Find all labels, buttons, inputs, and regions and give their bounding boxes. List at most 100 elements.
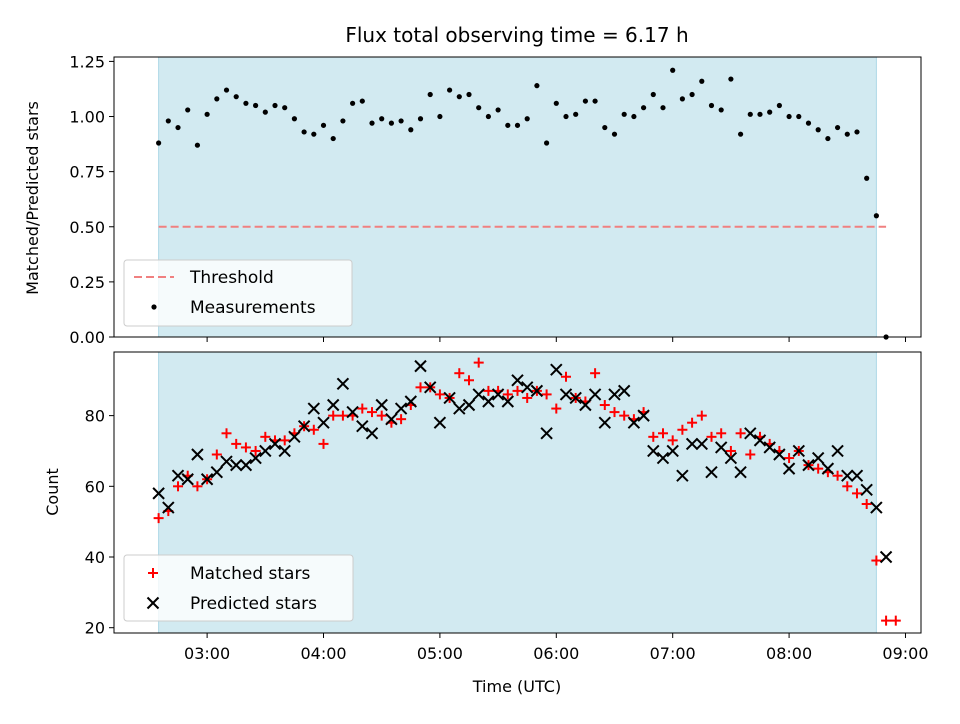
matched-star-point bbox=[231, 438, 242, 449]
predicted-star-point-b bbox=[327, 398, 340, 412]
predicted-star-point bbox=[462, 398, 476, 412]
top-axes-frame bbox=[113, 56, 922, 338]
x-tick-label: 06:00 bbox=[533, 644, 579, 663]
predicted-star-point bbox=[317, 416, 330, 429]
predicted-star-point-b bbox=[394, 402, 408, 415]
predicted-star-point bbox=[453, 402, 466, 415]
predicted-star-point-b bbox=[511, 374, 524, 387]
x-tick-label: 03:00 bbox=[184, 644, 230, 663]
top-legend: Threshold Measurements bbox=[123, 259, 353, 327]
measurement-point bbox=[156, 140, 162, 146]
predicted-star-point bbox=[297, 420, 311, 433]
predicted-star-point-b bbox=[647, 444, 660, 458]
matched-star-point bbox=[735, 428, 746, 439]
measurement-point bbox=[864, 175, 870, 181]
predicted-star-point-b bbox=[744, 427, 757, 440]
matched-star-point bbox=[657, 428, 668, 439]
predicted-star-point bbox=[268, 437, 282, 451]
predicted-star-point bbox=[608, 388, 621, 401]
measurement-point bbox=[573, 111, 579, 117]
matched-star-point bbox=[221, 428, 232, 439]
matched-star-point bbox=[541, 389, 552, 400]
predicted-star-point bbox=[433, 416, 447, 429]
predicted-star-point bbox=[171, 469, 185, 482]
matched-star-point bbox=[842, 481, 853, 492]
predicted-star-point bbox=[394, 402, 408, 415]
predicted-star-point-b bbox=[385, 412, 398, 426]
predicted-star-point-b bbox=[879, 550, 893, 564]
predicted-star-point bbox=[472, 388, 485, 401]
predicted-star-point-b bbox=[268, 437, 282, 451]
predicted-star-point-b bbox=[763, 441, 776, 454]
predicted-star-point bbox=[278, 444, 291, 458]
measurement-point bbox=[737, 131, 744, 137]
predicted-star-point-b bbox=[705, 465, 718, 479]
predicted-star-point bbox=[802, 458, 815, 472]
legend-x-marker bbox=[146, 596, 160, 610]
predicted-star-point bbox=[792, 444, 805, 458]
predicted-star-point-b bbox=[414, 359, 427, 373]
predicted-star-point-b bbox=[792, 444, 805, 458]
predicted-star-point-b bbox=[550, 363, 563, 376]
measurement-point bbox=[466, 91, 472, 98]
predicted-star-point bbox=[841, 469, 854, 482]
bot-y-tick-label: 60 bbox=[85, 477, 105, 496]
predicted-star-point-b bbox=[491, 388, 505, 401]
bottom-legend-box bbox=[123, 554, 354, 622]
matched-star-point bbox=[667, 435, 678, 446]
predicted-stars-points bbox=[152, 359, 893, 564]
bottom-y-ticks: 20 40 60 80 bbox=[85, 407, 114, 638]
measurement-point bbox=[369, 120, 375, 126]
matched-star-point bbox=[337, 410, 348, 421]
measurement-point bbox=[495, 107, 501, 113]
predicted-star-point-b bbox=[288, 430, 301, 444]
predicted-star-point bbox=[491, 388, 505, 401]
measurement-point bbox=[272, 102, 278, 109]
matched-star-point bbox=[648, 431, 659, 442]
predicted-star-point-b bbox=[336, 377, 350, 391]
measurement-point bbox=[660, 105, 666, 111]
predicted-star-point bbox=[782, 462, 796, 475]
matched-star-point bbox=[308, 424, 319, 435]
matched-star-point bbox=[696, 410, 707, 421]
predicted-star-point-b bbox=[356, 420, 369, 433]
measurement-point bbox=[398, 118, 404, 124]
predicted-star-point bbox=[162, 501, 175, 514]
measurement-point bbox=[679, 96, 685, 102]
matched-star-point bbox=[250, 445, 261, 456]
predicted-star-point-b bbox=[831, 444, 844, 458]
predicted-star-point bbox=[598, 416, 612, 429]
measurement-point bbox=[359, 98, 365, 104]
matched-star-point bbox=[376, 410, 387, 421]
predicted-star-point-b bbox=[724, 451, 738, 465]
predicted-star-point bbox=[239, 458, 253, 472]
top-measurement-points bbox=[156, 67, 889, 340]
measurement-point bbox=[786, 113, 792, 120]
predicted-star-point bbox=[550, 363, 563, 376]
measurement-point bbox=[175, 124, 181, 131]
predicted-star-point bbox=[288, 430, 301, 444]
predicted-star-point-b bbox=[472, 388, 485, 401]
predicted-star-point-b bbox=[608, 388, 621, 401]
predicted-star-point bbox=[714, 441, 728, 454]
predicted-star-point bbox=[870, 501, 883, 514]
predicted-star-point-b bbox=[259, 444, 272, 458]
predicted-star-point-b bbox=[598, 416, 612, 429]
measurement-point bbox=[437, 113, 443, 120]
predicted-star-point bbox=[152, 487, 165, 500]
measurement-point bbox=[757, 111, 763, 117]
bottom-axes-frame bbox=[113, 351, 922, 634]
predicted-star-point-b bbox=[200, 473, 214, 486]
matched-star-point bbox=[328, 410, 339, 421]
bottom-legend-predicted-swatch bbox=[146, 596, 160, 610]
predicted-star-point-b bbox=[637, 409, 650, 422]
measurement-point bbox=[291, 116, 298, 122]
matched-star-point bbox=[881, 615, 892, 626]
matched-star-point bbox=[687, 417, 698, 428]
predicted-star-point bbox=[365, 427, 379, 440]
matched-star-point bbox=[192, 481, 203, 492]
measurement-point bbox=[834, 124, 841, 131]
matched-star-point bbox=[871, 555, 882, 566]
matched-star-point bbox=[260, 431, 271, 442]
